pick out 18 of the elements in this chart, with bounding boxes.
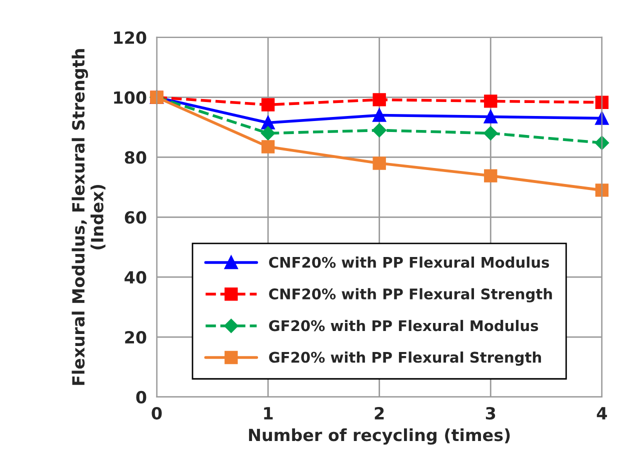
x-tick-label: 2 [374, 406, 384, 420]
y-tick-label: 60 [124, 211, 146, 224]
y-tick-label: 100 [114, 91, 146, 104]
x-tick-label: 0 [152, 406, 162, 420]
x-tick-label: 3 [486, 406, 496, 420]
y-tick-label: 120 [114, 31, 146, 44]
y-axis-title: Flexural Modulus, Flexural Strength (Index) [72, 49, 106, 385]
x-tick-label: 4 [596, 407, 607, 420]
legend-label: CNF20% with PP Flexural Modulus [269, 256, 550, 268]
y-tick-label: 80 [124, 151, 146, 164]
x-axis-title: Number of recycling (times) [249, 428, 510, 445]
legend-label: CNF20% with PP Flexural Strength [269, 288, 552, 302]
y-tick-label: 0 [136, 390, 146, 404]
legend-label: GF20% with PP Flexural Modulus [269, 320, 538, 332]
x-tick-label: 1 [264, 407, 273, 420]
y-tick-label: 20 [125, 330, 146, 344]
y-tick-label: 40 [124, 271, 146, 284]
legend-label: GF20% with PP Flexural Strength [269, 352, 541, 366]
